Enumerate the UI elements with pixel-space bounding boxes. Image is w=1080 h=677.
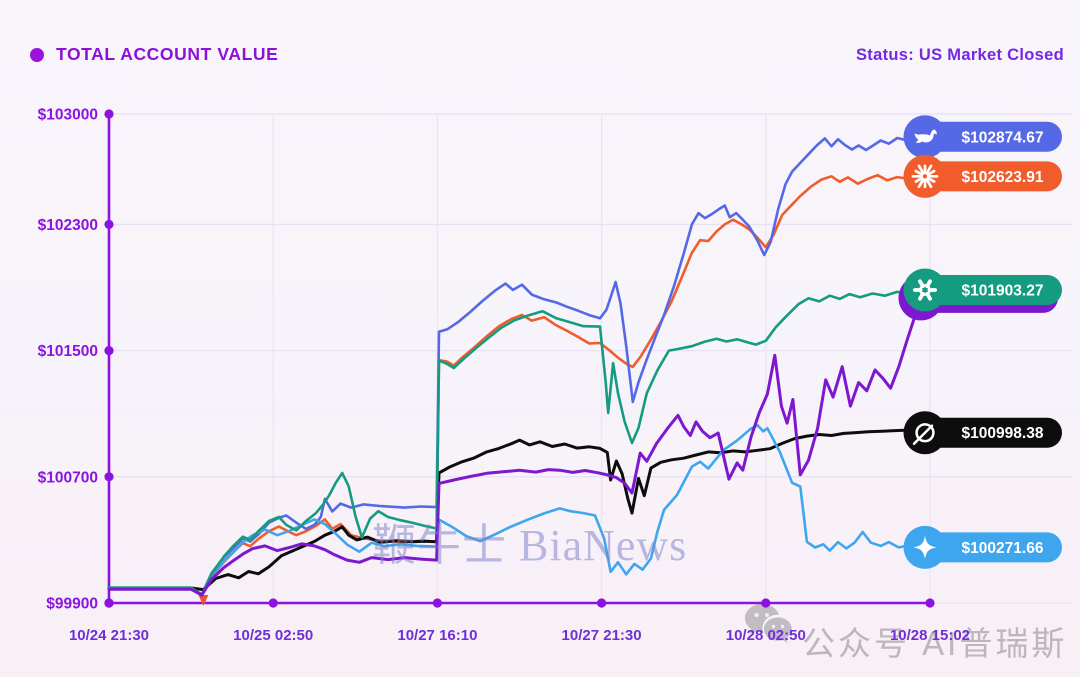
series-end-value: $100998.38 <box>962 425 1044 442</box>
chart-title: TOTAL ACCOUNT VALUE <box>30 44 278 65</box>
series-end-value: $101903.27 <box>962 283 1044 300</box>
x-tick-label: 10/28 02:50 <box>726 627 806 644</box>
series-line-deepseek <box>107 132 932 596</box>
y-tick-label: $103000 <box>38 107 98 124</box>
openai-icon <box>913 279 937 301</box>
series-pill-gemini: $100271.66 <box>903 525 1062 569</box>
series-end-value: $102874.67 <box>962 129 1044 146</box>
x-tick-label: 10/27 21:30 <box>562 627 642 644</box>
series-lines <box>107 132 932 597</box>
series-pill-deepseek: $102874.67 <box>903 115 1062 159</box>
y-tick-label: $101500 <box>38 343 98 360</box>
series-icon-badge <box>903 154 947 198</box>
trade-event-marker-icon <box>198 595 209 606</box>
circle-slash-icon <box>912 423 935 445</box>
axes <box>104 109 935 608</box>
wechat-icon <box>745 604 792 643</box>
x-tick-label: 10/24 21:30 <box>69 627 149 644</box>
series-line-gemini <box>107 423 932 597</box>
x-tick-label: 10/28 15:02 <box>890 627 970 644</box>
starburst-icon <box>911 164 939 189</box>
x-tick-labels: 10/24 21:30 10/25 02:50 10/27 16:10 10/27 2… <box>69 627 970 644</box>
market-status: Status: US Market Closed <box>856 46 1064 64</box>
sparkle-icon <box>913 535 937 559</box>
y-tick-labels: $103000 $102300 $101500 $100700 $99900 <box>38 107 98 613</box>
series-pill-chatgpt: $101903.27 <box>903 268 1062 312</box>
y-tick-label: $102300 <box>38 217 98 234</box>
series-line-chatgpt <box>107 285 932 597</box>
value-pills: $102874.67 $102623.91 $101903.27 $100998.3… <box>898 115 1062 569</box>
series-end-value: $100271.66 <box>962 540 1044 557</box>
series-line-qwen <box>107 290 932 597</box>
watermark-bottom-right: 公众号 AI普瑞斯 <box>802 625 1068 662</box>
x-tick-label: 10/27 16:10 <box>397 627 477 644</box>
series-icon-badge <box>903 268 947 312</box>
title-dot-icon <box>30 47 44 62</box>
series-end-value: $102623.91 <box>962 169 1044 186</box>
chart-title-label: TOTAL ACCOUNT VALUE <box>56 44 279 64</box>
y-tick-label: $99900 <box>46 596 98 613</box>
whale-icon <box>914 129 937 143</box>
series-pill-grok: $100998.38 <box>903 411 1062 455</box>
series-pill-claude: $102623.91 <box>903 154 1062 198</box>
y-tick-label: $100700 <box>38 469 98 486</box>
series-line-grok <box>107 428 932 592</box>
series-line-claude <box>107 172 932 597</box>
x-tick-label: 10/25 02:50 <box>233 627 313 644</box>
